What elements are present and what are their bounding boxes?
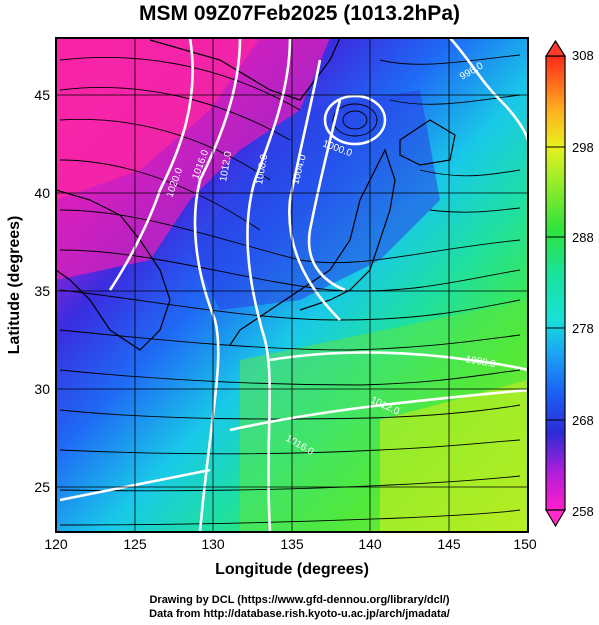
y-tick-label: 35 <box>34 283 50 299</box>
colorbar-tick-label: 288 <box>572 230 594 245</box>
credit-drawing: Drawing by DCL (https://www.gfd-dennou.o… <box>149 594 450 606</box>
wind-streamlines <box>59 54 521 526</box>
colorbar-tick-label: 308 <box>572 48 594 63</box>
isobars <box>59 38 528 532</box>
x-tick-label: 120 <box>44 536 68 552</box>
colorbar-tick-label: 278 <box>572 321 594 336</box>
colorbar-min-arrow <box>544 509 567 528</box>
x-tick-label: 135 <box>280 536 304 552</box>
y-tick-label: 45 <box>34 87 50 103</box>
colorbar-tick-label: 298 <box>572 140 594 155</box>
x-axis-label: Longitude (degrees) <box>215 561 369 578</box>
x-tick-label: 150 <box>513 536 537 552</box>
isobar-label: 1012.0 <box>218 150 234 182</box>
colorbar-max-arrow <box>544 39 567 57</box>
colorbar-tick-label: 258 <box>572 504 594 519</box>
y-tick-label: 40 <box>34 185 50 201</box>
colorbar-tick-label: 268 <box>572 413 594 428</box>
x-tick-label: 145 <box>437 536 461 552</box>
y-tick-labels: 25 30 35 40 45 <box>34 87 50 495</box>
isobar-label: 1008.0 <box>464 354 496 370</box>
x-tick-label: 140 <box>358 536 382 552</box>
y-axis-label: Latitude (degrees) <box>6 216 23 355</box>
plot-frame <box>55 37 529 533</box>
isobar-label: 1008.0 <box>254 153 270 185</box>
y-tick-label: 30 <box>34 381 50 397</box>
x-tick-label: 130 <box>201 536 225 552</box>
credit-data-source: Data from http://database.rish.kyoto-u.a… <box>149 608 450 620</box>
grid-lines <box>56 38 528 532</box>
x-tick-labels: 120 125 130 135 140 145 150 <box>44 536 537 552</box>
x-tick-label: 125 <box>123 536 147 552</box>
map-title: MSM 09Z07Feb2025 (1013.2hPa) <box>139 2 460 25</box>
y-tick-label: 25 <box>34 479 50 495</box>
colorbar: 258 268 278 288 298 308 <box>544 39 594 528</box>
